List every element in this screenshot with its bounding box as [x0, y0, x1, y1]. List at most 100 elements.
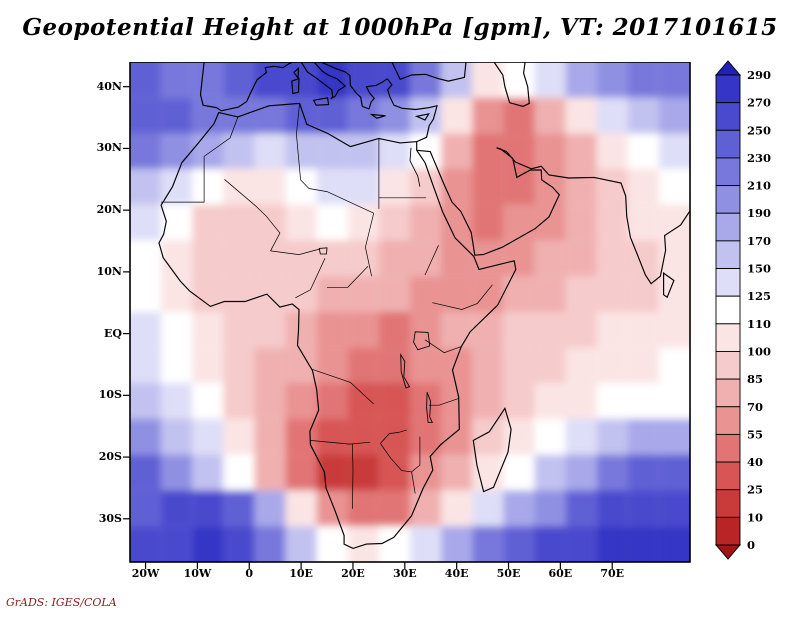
coastline — [386, 78, 438, 143]
colorbar-label: 170 — [747, 234, 771, 248]
coastline — [369, 113, 386, 119]
country-border — [411, 436, 421, 473]
map-area: 40N 30N 20N 10N EQ 10S 20S 30S 20W 10W 0 10E 20E 30E… — [97, 62, 691, 580]
colorbar-segment — [715, 323, 741, 352]
colorbar-top-arrow — [715, 60, 741, 76]
country-border — [380, 443, 416, 494]
x-axis-label: 20E — [341, 567, 365, 580]
colorbar-label: 125 — [747, 289, 771, 303]
colorbar-segment — [715, 461, 741, 491]
x-axis-label: 0 — [245, 567, 254, 580]
colorbar-label: 0 — [747, 538, 755, 552]
coastline — [391, 62, 467, 82]
country-border — [161, 162, 205, 203]
colorbar-segment — [715, 240, 741, 269]
country-border — [352, 444, 354, 509]
colorbar-segment — [715, 489, 741, 518]
credit-text: GrADS: IGES/COLA — [6, 596, 117, 609]
country-border — [224, 179, 281, 252]
colorbar-segment — [715, 295, 741, 325]
axis-ticks — [123, 86, 613, 569]
country-border — [308, 188, 374, 214]
y-axis-label: 10N — [96, 264, 122, 278]
colorbar-label: 190 — [747, 206, 771, 220]
coastline — [299, 62, 347, 100]
colorbar-segment — [715, 378, 741, 408]
colorbar-segment — [715, 157, 741, 187]
country-border — [432, 284, 493, 310]
colorbar: 2902702502302101901701501251101008570554… — [715, 60, 771, 560]
y-axis-label: 20S — [98, 450, 122, 464]
country-border — [424, 245, 439, 276]
colorbar-label: 150 — [747, 262, 771, 276]
x-axis-label: 20W — [131, 567, 160, 580]
colorbar-segment — [715, 74, 741, 104]
country-border — [270, 248, 320, 255]
colorbar-segment — [715, 212, 741, 242]
colorbar-label: 230 — [747, 151, 771, 165]
y-axis-label: 40N — [96, 79, 122, 93]
coastline — [199, 62, 295, 112]
coastline — [493, 62, 530, 108]
coastline — [312, 97, 330, 106]
colorbar-label: 250 — [747, 123, 771, 137]
country-border — [203, 116, 239, 163]
heatmap-cells — [130, 62, 690, 562]
colorbar-label: 55 — [747, 427, 763, 441]
colorbar-segment — [715, 433, 741, 463]
colorbar-label: 25 — [747, 483, 763, 497]
country-border — [424, 339, 462, 354]
coastline — [496, 147, 690, 285]
coastline — [663, 271, 675, 299]
country-border — [296, 103, 310, 189]
x-axis-label: 10E — [289, 567, 313, 580]
colorbar-label: 40 — [747, 455, 763, 469]
country-border — [295, 258, 326, 299]
coastline — [320, 62, 388, 110]
map-frame — [129, 62, 691, 563]
coastline — [414, 113, 430, 121]
colorbar-label: 70 — [747, 400, 763, 414]
colorbar-segment — [715, 102, 741, 131]
colorbar-label: 290 — [747, 68, 771, 82]
coastline — [291, 77, 300, 95]
colorbar-segment — [715, 351, 741, 380]
colorbar-label: 110 — [747, 317, 771, 331]
x-axis-label: 70E — [600, 567, 625, 580]
lake-outline — [413, 331, 431, 351]
coastline — [293, 66, 300, 80]
x-axis-label: 50E — [496, 567, 521, 580]
country-border — [380, 429, 408, 444]
colorbar-label: 100 — [747, 344, 771, 358]
x-axis-label: 10W — [183, 567, 212, 580]
colorbar-segment — [715, 516, 741, 546]
coastline — [472, 406, 512, 493]
country-border — [309, 440, 371, 445]
x-axis-label: 40E — [444, 567, 469, 580]
y-axis-label: 30S — [98, 511, 122, 525]
country-border — [312, 369, 374, 405]
y-axis-label: 10S — [98, 388, 122, 402]
x-axis-label: 60E — [548, 567, 573, 580]
country-border — [428, 398, 459, 406]
coastlines-and-borders — [158, 62, 690, 550]
colorbar-segment — [715, 185, 741, 214]
coastline — [158, 102, 517, 550]
country-border — [327, 266, 369, 288]
heatmap-canvas — [123, 62, 691, 569]
colorbar-segment — [715, 406, 741, 435]
lake-outline — [426, 392, 433, 423]
y-axis-label: 30N — [96, 141, 122, 155]
colorbar-bottom-arrow — [715, 544, 741, 560]
colorbar-label: 10 — [747, 510, 763, 524]
y-axis-label: 20N — [96, 203, 122, 217]
coastline — [416, 147, 560, 256]
lake-outline — [318, 247, 328, 255]
country-border — [365, 213, 375, 277]
colorbar-label: 85 — [747, 372, 763, 386]
colorbar-label: 270 — [747, 96, 771, 110]
colorbar-segment — [715, 268, 741, 297]
x-axis-label: 30E — [392, 567, 417, 580]
colorbar-segment — [715, 129, 741, 159]
plot-title: Geopotential Height at 1000hPa [gpm], VT… — [22, 14, 778, 41]
